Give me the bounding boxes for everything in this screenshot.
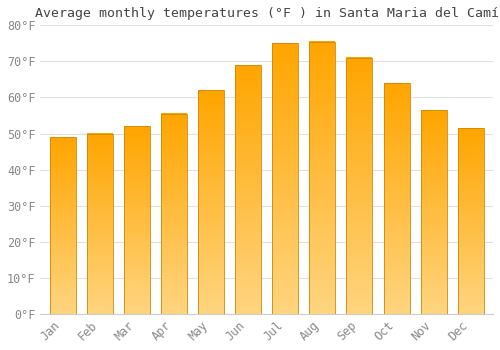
- Bar: [50, 137, 76, 314]
- Bar: [161, 114, 187, 314]
- Bar: [235, 65, 261, 314]
- Bar: [310, 42, 336, 314]
- Bar: [272, 43, 298, 314]
- Bar: [420, 110, 446, 314]
- Bar: [458, 128, 484, 314]
- Bar: [384, 83, 409, 314]
- Bar: [198, 90, 224, 314]
- Title: Average monthly temperatures (°F ) in Santa Maria del Camí: Average monthly temperatures (°F ) in Sa…: [34, 7, 498, 20]
- Bar: [124, 126, 150, 314]
- Bar: [346, 58, 372, 314]
- Bar: [86, 133, 113, 314]
